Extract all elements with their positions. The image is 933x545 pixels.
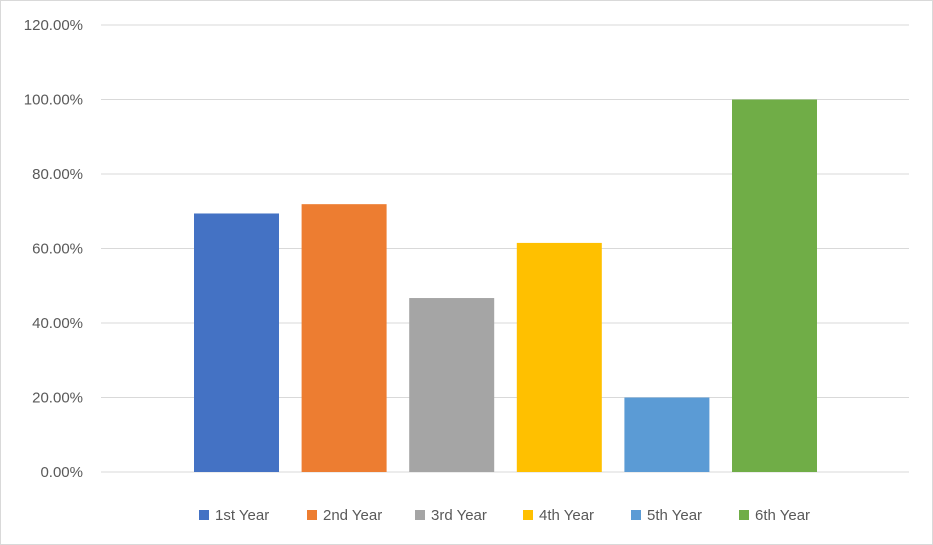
bar-6th-year (732, 99, 817, 472)
bar-3rd-year (409, 298, 495, 472)
legend-entry-1st-year: 1st Year (199, 507, 269, 524)
legend-entry-5th-year: 5th Year (631, 507, 702, 524)
legend-swatch (739, 510, 749, 520)
y-tick-label: 120.00% (24, 17, 83, 34)
bar-5th-year (624, 397, 710, 472)
legend-label: 2nd Year (323, 507, 382, 524)
legend-label: 4th Year (539, 507, 594, 524)
bar-1st-year (194, 213, 279, 473)
legend-label: 6th Year (755, 507, 810, 524)
y-tick-label: 60.00% (32, 241, 83, 258)
legend-entry-2nd-year: 2nd Year (307, 507, 382, 524)
legend-swatch (631, 510, 641, 520)
y-tick-label: 100.00% (24, 92, 83, 109)
bars (194, 99, 817, 473)
legend-label: 5th Year (647, 507, 702, 524)
y-tick-label: 0.00% (40, 464, 83, 481)
legend-swatch (523, 510, 533, 520)
legend-entry-4th-year: 4th Year (523, 507, 594, 524)
y-tick-label: 40.00% (32, 315, 83, 332)
y-tick-label: 20.00% (32, 390, 83, 407)
bar-4th-year (516, 242, 602, 472)
legend-entry-3rd-year: 3rd Year (415, 507, 487, 524)
legend: 1st Year 2nd Year 3rd Year 4th Year 5th Year… (199, 507, 810, 524)
legend-label: 3rd Year (431, 507, 487, 524)
legend-entry-6th-year: 6th Year (739, 507, 810, 524)
legend-swatch (415, 510, 425, 520)
legend-label: 1st Year (215, 507, 269, 524)
y-axis-tick-labels: 0.00% 20.00% 40.00% 60.00% 80.00% 100.00% 120.… (24, 17, 83, 481)
legend-swatch (307, 510, 317, 520)
y-tick-label: 80.00% (32, 166, 83, 183)
bar-2nd-year (301, 204, 387, 473)
legend-swatch (199, 510, 209, 520)
